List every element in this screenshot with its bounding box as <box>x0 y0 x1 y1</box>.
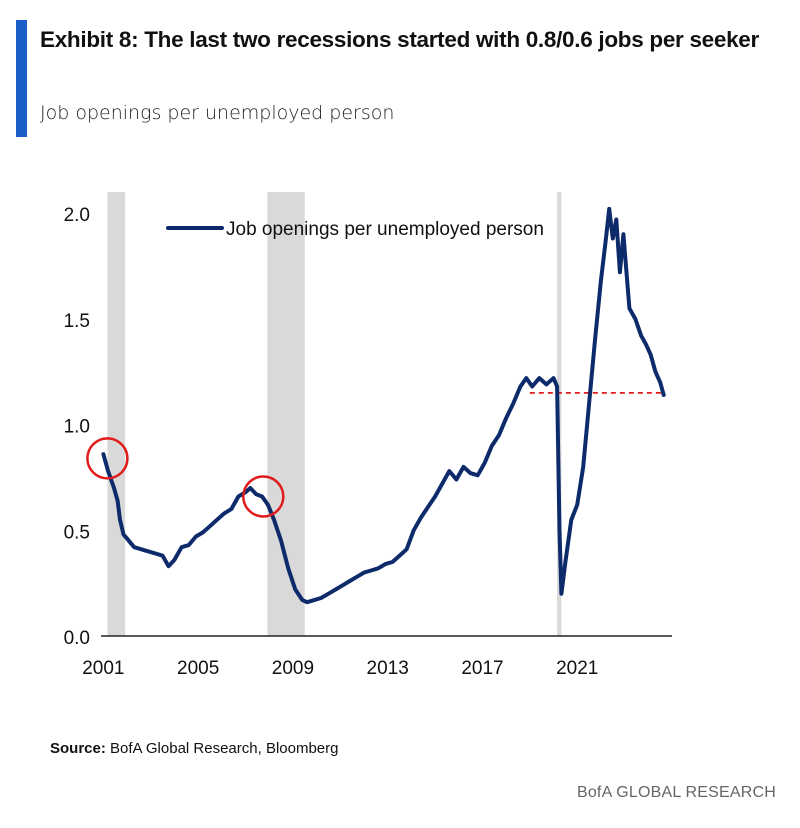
x-tick-label-2009: 2009 <box>272 658 314 679</box>
highlight-circle-1 <box>86 437 129 480</box>
series-line-job-openings <box>101 206 666 605</box>
x-tick-label-2001: 2001 <box>82 658 124 679</box>
x-tick-label-2005: 2005 <box>177 658 219 679</box>
x-tick-label-2021: 2021 <box>556 658 598 679</box>
recession-band-1 <box>107 192 126 636</box>
highlight-circle-2 <box>242 475 285 518</box>
source-note: Source: BofA Global Research, Bloomberg <box>50 740 339 757</box>
page-subtitle: Job openings per unemployed person <box>40 102 395 124</box>
y-tick-label-4: 2.0 <box>64 205 90 226</box>
source-label: Source: <box>50 740 106 757</box>
y-tick-label-2: 1.0 <box>64 417 90 438</box>
legend-label: Job openings per unemployed person <box>226 219 544 240</box>
recession-band-2 <box>267 192 305 636</box>
title-accent-bar <box>16 20 27 137</box>
x-tick-label-2013: 2013 <box>367 658 409 679</box>
y-tick-label-3: 1.5 <box>64 311 90 332</box>
line-chart: 2001 2005 2009 2013 2017 2021 0.0 0.5 1.0 1.5 2.0 J… <box>64 192 672 679</box>
y-tick-label-0: 0.0 <box>64 628 90 649</box>
footer-brand: BofA GLOBAL RESEARCH <box>576 784 776 801</box>
page-title: Exhibit 8: The last two recessions start… <box>40 27 759 52</box>
x-tick-label-2017: 2017 <box>461 658 503 679</box>
y-tick-label-1: 0.5 <box>64 522 90 543</box>
source-text: BofA Global Research, Bloomberg <box>110 740 339 757</box>
